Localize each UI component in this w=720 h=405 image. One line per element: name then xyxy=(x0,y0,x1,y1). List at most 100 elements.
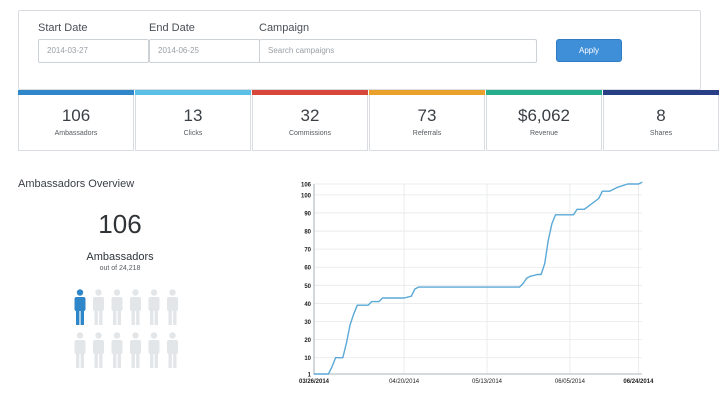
data-point xyxy=(637,183,639,185)
data-point xyxy=(367,304,369,306)
data-point xyxy=(313,373,315,375)
data-point xyxy=(443,286,445,288)
data-point xyxy=(345,342,347,344)
person-icon xyxy=(93,289,104,325)
y-tick-label: 50 xyxy=(304,284,311,290)
overview-subtitle: out of 24,218 xyxy=(99,265,141,272)
stat-value: 8 xyxy=(656,106,666,125)
start-date-field[interactable]: 2014-03-27 xyxy=(38,39,149,63)
data-point xyxy=(540,273,542,275)
person-icon xyxy=(130,289,141,325)
y-tick-label: 90 xyxy=(304,211,311,217)
data-point xyxy=(598,197,600,199)
start-date-label: Start Date xyxy=(38,22,88,34)
person-icon xyxy=(130,332,141,368)
y-tick-label: 20 xyxy=(304,338,311,344)
stat-value: 73 xyxy=(417,106,437,125)
data-point xyxy=(403,297,405,299)
data-point xyxy=(392,297,394,299)
data-point xyxy=(327,373,329,375)
stat-card-shares[interactable]: 8 Shares xyxy=(603,90,719,151)
data-point xyxy=(331,366,333,368)
y-tick-label: 60 xyxy=(304,266,311,272)
x-tick-label: 06/24/2014 xyxy=(623,379,654,385)
y-tick-label: 70 xyxy=(304,248,311,254)
stat-value: $6,062 xyxy=(518,106,570,125)
data-point xyxy=(609,190,611,192)
stat-card-revenue[interactable]: $6,062 Revenue xyxy=(486,90,602,151)
stat-label: Clicks xyxy=(183,130,203,137)
overview-count: 106 xyxy=(98,209,142,239)
data-point xyxy=(562,214,564,216)
stat-value: 106 xyxy=(61,106,91,125)
data-point xyxy=(583,208,585,210)
stat-value: 32 xyxy=(300,106,320,125)
data-point xyxy=(554,214,556,216)
person-icon xyxy=(148,289,160,325)
data-point xyxy=(551,223,553,225)
stat-card-ambassadors[interactable]: 106 Ambassadors xyxy=(18,90,134,151)
data-point xyxy=(371,301,373,303)
stat-label: Ambassadors xyxy=(54,130,98,137)
stat-card-referrals[interactable]: 73 Referrals xyxy=(369,90,485,151)
overview-label: Ambassadors xyxy=(86,251,154,263)
data-point xyxy=(418,286,420,288)
person-icon xyxy=(93,332,104,368)
stat-card-accent-bar xyxy=(18,90,134,95)
y-tick-label: 1 xyxy=(308,373,312,379)
stat-label: Revenue xyxy=(529,130,559,137)
data-point xyxy=(641,181,643,183)
data-point xyxy=(338,357,340,359)
data-point xyxy=(414,288,416,290)
data-point xyxy=(349,324,351,326)
data-point xyxy=(342,357,344,359)
person-icon xyxy=(167,289,178,325)
data-point xyxy=(475,286,477,288)
person-icon xyxy=(148,332,160,368)
end-date-field[interactable]: 2014-06-25 xyxy=(149,39,260,63)
series-line xyxy=(314,181,643,375)
x-tick-label: 05/13/2014 xyxy=(472,379,503,385)
stat-value: 13 xyxy=(183,106,203,125)
data-point xyxy=(360,304,362,306)
filter-panel: Start Date 2014-03-27 End Date 2014-06-2… xyxy=(18,10,701,90)
stat-card-commissions[interactable]: 32 Commissions xyxy=(252,90,368,151)
data-point xyxy=(576,208,578,210)
stat-label: Referrals xyxy=(412,130,442,137)
data-point xyxy=(544,263,546,265)
y-tick-label: 106 xyxy=(301,183,312,189)
stat-card-accent-bar xyxy=(252,90,368,95)
data-point xyxy=(569,214,571,216)
data-point xyxy=(320,373,322,375)
data-point xyxy=(356,304,358,306)
person-icon xyxy=(167,332,178,368)
data-point xyxy=(353,313,355,315)
ambassador-people-grid xyxy=(74,289,178,368)
person-icon xyxy=(111,332,123,368)
data-point xyxy=(378,301,380,303)
stat-card-clicks[interactable]: 13 Clicks xyxy=(135,90,251,151)
data-point xyxy=(526,277,528,279)
y-tick-label: 40 xyxy=(304,302,311,308)
data-point xyxy=(381,297,383,299)
person-icon xyxy=(111,289,123,325)
y-tick-label: 80 xyxy=(304,230,311,236)
data-point xyxy=(497,286,499,288)
data-point xyxy=(627,183,629,185)
x-tick-label: 03/26/2014 xyxy=(299,379,330,385)
campaign-search-input[interactable]: Search campaigns xyxy=(259,39,537,63)
data-point xyxy=(601,190,603,192)
x-tick-label: 06/05/2014 xyxy=(555,379,586,385)
x-tick-label: 04/20/2014 xyxy=(389,379,420,385)
stat-card-accent-bar xyxy=(486,90,602,95)
data-point xyxy=(573,214,575,216)
stat-card-accent-bar xyxy=(135,90,251,95)
data-point xyxy=(529,275,531,277)
campaign-label: Campaign xyxy=(259,22,310,34)
data-point xyxy=(335,357,337,359)
stat-label: Shares xyxy=(649,130,673,137)
ambassadors-line-chart: 1 10 20 30 40 50 60 70 80 90 100 106 03/26/2014 04/20… xyxy=(299,181,654,385)
stat-label: Commissions xyxy=(288,130,331,137)
apply-button[interactable]: Apply xyxy=(556,39,622,62)
y-tick-label: 10 xyxy=(304,356,311,362)
